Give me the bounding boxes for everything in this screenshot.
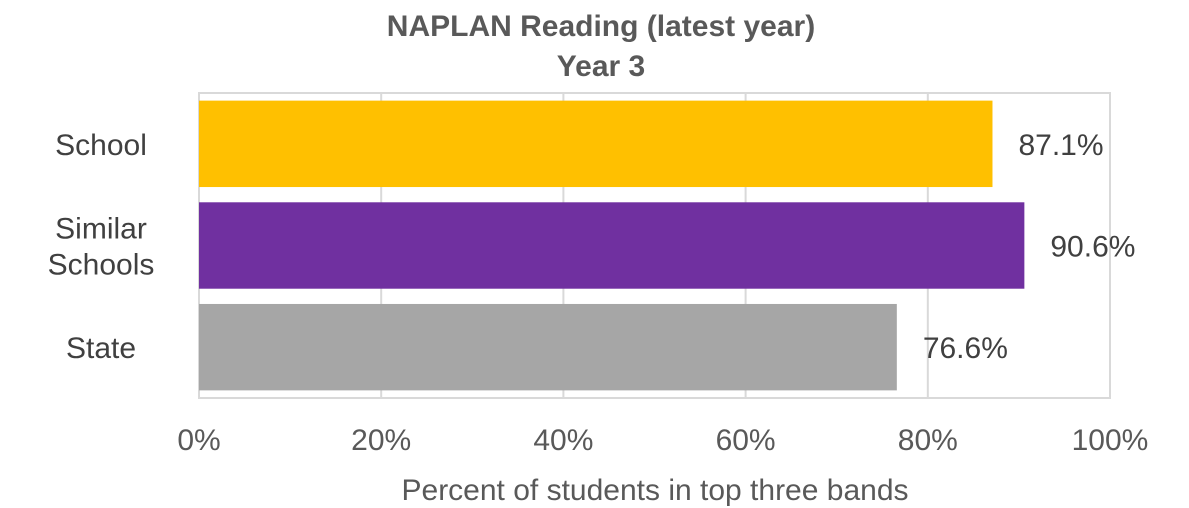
x-tick-label: 20% [351,424,411,457]
category-label: Similar Schools [48,213,155,282]
chart-title-line-1: NAPLAN Reading (latest year) [387,10,815,43]
x-tick-label: 60% [716,424,776,457]
bar [199,303,897,391]
x-tick-label: 40% [533,424,593,457]
category-label: State [66,332,136,365]
bar [199,202,1025,289]
x-axis-title: Percent of students in top three bands [402,474,909,507]
bars [199,100,1025,391]
category-labels: School Similar Schools State [48,129,155,365]
chart-title-line-2: Year 3 [557,50,645,83]
data-label: 90.6% [1050,231,1135,264]
x-tick-label: 80% [898,424,958,457]
x-tick-label: 100% [1072,424,1149,457]
data-label: 76.6% [923,332,1008,365]
category-label: School [55,129,147,162]
data-label: 87.1% [1018,129,1103,162]
data-labels: 87.1% 90.6% 76.6% [923,129,1136,365]
x-tick-label: 0% [177,424,220,457]
x-axis-tick-labels: 0% 20% 40% 60% 80% 100% [177,424,1148,457]
bar [199,100,993,188]
